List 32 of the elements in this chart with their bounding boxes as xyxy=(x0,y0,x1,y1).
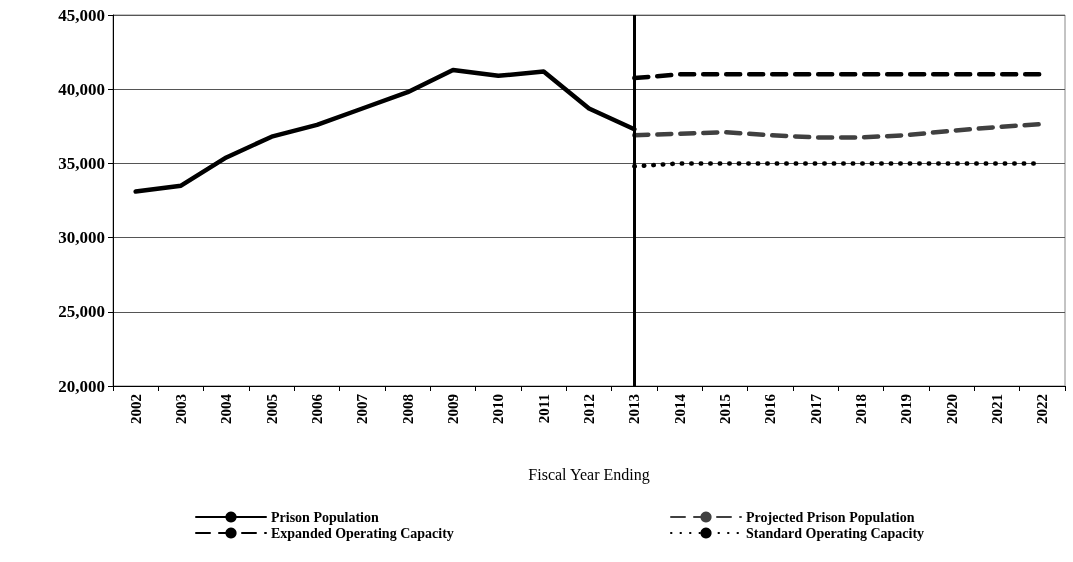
x-axis-title: Fiscal Year Ending xyxy=(528,465,650,484)
x-tick-label: 2007 xyxy=(354,393,371,424)
x-tick-label: 2012 xyxy=(581,394,597,424)
legend-label: Prison Population xyxy=(271,509,379,525)
x-tick-label: 2002 xyxy=(127,394,144,424)
y-tick-label: 20,000 xyxy=(58,376,105,396)
y-tick-label: 35,000 xyxy=(58,153,105,173)
x-tick-label: 2014 xyxy=(671,393,688,424)
x-tick-label: 2003 xyxy=(173,394,189,424)
y-tick-label: 25,000 xyxy=(58,302,105,322)
x-tick-label: 2021 xyxy=(989,394,1005,424)
x-tick-label: 2018 xyxy=(853,394,869,424)
x-tick-label: 2009 xyxy=(445,394,461,424)
x-tick-label: 2016 xyxy=(762,393,779,424)
x-tick-label: 2019 xyxy=(898,394,915,424)
x-tick-label: 2017 xyxy=(807,393,824,424)
x-tick-label: 2004 xyxy=(218,393,235,424)
x-tick-label: 2006 xyxy=(309,393,325,424)
y-tick-label: 40,000 xyxy=(58,79,105,99)
x-tick-label: 2020 xyxy=(943,394,960,424)
x-tick-label: 2022 xyxy=(1034,394,1051,424)
x-tick-label: 2010 xyxy=(490,394,507,424)
legend-label: Standard Operating Capacity xyxy=(746,525,925,541)
legend-label: Projected Prison Population xyxy=(746,509,915,525)
x-tick-label: 2015 xyxy=(717,394,733,424)
x-tick-label: 2013 xyxy=(626,394,643,424)
y-tick-label: 45,000 xyxy=(58,5,105,25)
x-tick-label: 2008 xyxy=(399,394,416,424)
x-tick-label: 2005 xyxy=(263,394,280,424)
legend-label: Expanded Operating Capacity xyxy=(271,525,454,541)
x-tick-label: 2011 xyxy=(535,394,552,424)
y-tick-label: 30,000 xyxy=(58,228,105,248)
